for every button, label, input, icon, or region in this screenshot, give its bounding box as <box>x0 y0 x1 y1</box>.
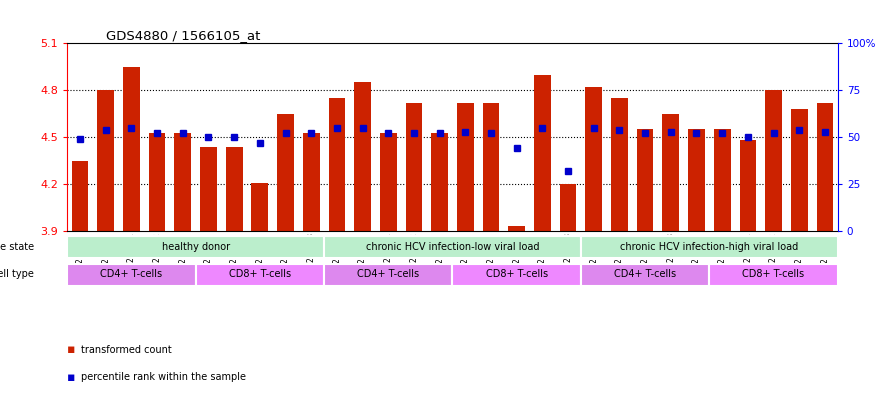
Text: cell type: cell type <box>0 270 34 279</box>
Bar <box>710 264 838 286</box>
Bar <box>123 67 140 231</box>
Bar <box>252 183 268 231</box>
Text: ▪: ▪ <box>67 343 75 356</box>
Text: healthy donor: healthy donor <box>161 242 229 252</box>
Text: disease state: disease state <box>0 242 34 252</box>
Text: percentile rank within the sample: percentile rank within the sample <box>81 372 246 382</box>
Bar <box>765 90 782 231</box>
Bar <box>67 236 324 258</box>
Bar <box>457 103 474 231</box>
Bar <box>324 236 581 258</box>
Bar <box>149 132 166 231</box>
Bar <box>534 75 551 231</box>
Bar <box>816 103 833 231</box>
Bar <box>508 226 525 231</box>
Bar <box>406 103 422 231</box>
Text: CD4+ T-cells: CD4+ T-cells <box>614 270 676 279</box>
Bar <box>452 264 581 286</box>
Bar <box>581 264 710 286</box>
Bar <box>611 98 628 231</box>
Text: chronic HCV infection-low viral load: chronic HCV infection-low viral load <box>366 242 539 252</box>
Bar <box>226 147 243 231</box>
Bar <box>303 132 320 231</box>
Bar <box>98 90 114 231</box>
Bar <box>637 129 653 231</box>
Bar <box>791 109 807 231</box>
Text: CD4+ T-cells: CD4+ T-cells <box>358 270 419 279</box>
Text: transformed count: transformed count <box>81 345 171 355</box>
Text: CD8+ T-cells: CD8+ T-cells <box>486 270 547 279</box>
Bar <box>483 103 499 231</box>
Bar <box>431 132 448 231</box>
Bar <box>581 236 838 258</box>
Bar <box>175 132 191 231</box>
Text: CD4+ T-cells: CD4+ T-cells <box>100 270 162 279</box>
Bar <box>324 264 452 286</box>
Bar <box>200 147 217 231</box>
Text: chronic HCV infection-high viral load: chronic HCV infection-high viral load <box>620 242 798 252</box>
Text: CD8+ T-cells: CD8+ T-cells <box>743 270 805 279</box>
Bar <box>380 132 397 231</box>
Bar <box>72 161 89 231</box>
Bar <box>688 129 705 231</box>
Bar <box>560 184 576 231</box>
Bar <box>195 264 324 286</box>
Bar <box>277 114 294 231</box>
Bar <box>329 98 345 231</box>
Bar <box>67 264 195 286</box>
Bar <box>354 83 371 231</box>
Text: CD8+ T-cells: CD8+ T-cells <box>228 270 291 279</box>
Bar <box>714 129 730 231</box>
Text: ▪: ▪ <box>67 371 75 384</box>
Bar <box>585 87 602 231</box>
Bar <box>662 114 679 231</box>
Bar <box>739 140 756 231</box>
Text: GDS4880 / 1566105_at: GDS4880 / 1566105_at <box>106 29 260 42</box>
